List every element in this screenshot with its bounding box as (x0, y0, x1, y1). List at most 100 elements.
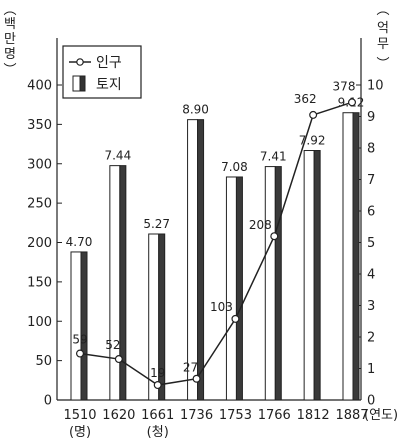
land-value-label: 8.90 (182, 103, 209, 117)
land-bar (303, 150, 321, 401)
left-unit-char: 만 (4, 32, 16, 47)
right-axis-unit-label: ︵ 억무 ︶ (376, 3, 389, 72)
population-value-label: 362 (294, 92, 317, 106)
x-tick-label: 1736 (180, 408, 213, 423)
population-value-label: 378 (333, 79, 356, 93)
right-tick-label: 2 (367, 331, 375, 346)
land-bar (225, 176, 243, 401)
left-tick-label: 350 (27, 118, 52, 133)
left-tick-label: 100 (27, 315, 52, 330)
land-bar-white (264, 166, 276, 401)
right-tick-label: 8 (367, 142, 375, 157)
left-tick-label: 200 (27, 236, 52, 251)
land-bar (109, 165, 127, 401)
left-tick-label: 300 (27, 157, 52, 172)
legend: 인구 토지 (62, 45, 142, 99)
land-bar-dark (158, 233, 166, 401)
legend-label-land: 토지 (96, 77, 122, 93)
population-point (192, 374, 201, 383)
right-unit-char: 억 (377, 21, 389, 36)
population-value-label: 59 (72, 333, 87, 347)
x-tick-label: 1766 (258, 408, 291, 423)
x-tick-label: 1812 (297, 408, 330, 423)
land-bar-dark (197, 119, 205, 401)
right-tick-label: 0 (367, 394, 375, 409)
x-tick-label: 1620 (102, 408, 135, 423)
land-bar-dark (235, 176, 243, 401)
right-axis-ticks: 0 1 2 3 4 5 6 7 8 9 10 (356, 79, 384, 409)
left-tick-label: 0 (44, 394, 52, 409)
land-bar-dark (352, 112, 360, 401)
population-value-label: 52 (105, 338, 120, 352)
land-bar-white (225, 176, 237, 401)
right-tick-label: 7 (367, 173, 375, 188)
left-tick-label: 400 (27, 79, 52, 94)
left-unit-paren-open: ︵ (3, 3, 16, 18)
left-axis-unit-label: ︵백만명︶ (3, 3, 16, 78)
land-value-label: 7.44 (104, 149, 131, 163)
legend-label-population: 인구 (96, 55, 122, 71)
right-unit-char: 무 (377, 37, 389, 52)
population-value-label: 19 (150, 366, 165, 380)
legend-bar-swatch-dark (79, 75, 86, 92)
population-point (75, 349, 84, 358)
legend-bar-swatch-white (72, 75, 81, 92)
land-bar-dark (313, 150, 321, 401)
right-tick-label: 4 (367, 268, 375, 283)
land-bar-white (342, 112, 354, 401)
right-tick-label: 9 (367, 110, 375, 125)
population-point (153, 381, 162, 390)
land-bar-dark (119, 165, 127, 401)
population-line-path (79, 101, 353, 386)
population-point (348, 98, 357, 107)
x-tick-sublabel: (청) (147, 425, 169, 440)
left-unit-char: 명 (4, 47, 16, 62)
left-tick-label: 250 (27, 197, 52, 212)
population-value-label: 208 (249, 218, 272, 232)
x-tick-sublabel: (명) (69, 425, 91, 440)
right-tick-label: 1 (367, 362, 375, 377)
population-value-label: 27 (183, 361, 198, 375)
right-tick-label: 3 (367, 299, 375, 314)
land-bars (70, 112, 360, 401)
land-bar (70, 251, 88, 401)
left-axis-ticks: 0 50 100 150 200 250 300 350 400 (27, 79, 62, 409)
left-unit-paren-close: ︶ (3, 63, 16, 78)
land-value-label: 5.27 (143, 217, 170, 231)
population-point (114, 355, 123, 364)
x-axis-tick-labels: 1510 (명) 1620 1661 (청) 1736 1753 1766 1812 1887 (63, 408, 368, 440)
population-point (270, 232, 279, 241)
right-tick-label: 10 (367, 79, 384, 94)
x-axis-unit-label: (연도) (364, 408, 398, 423)
population-line (75, 98, 357, 390)
right-unit-paren-close: ︶ (376, 57, 389, 72)
population-value-labels: 59 52 19 27 103 208 362 378 (72, 79, 355, 380)
left-tick-label: 150 (27, 275, 52, 290)
x-tick-label: 1661 (141, 408, 174, 423)
left-tick-label: 50 (35, 354, 52, 369)
land-bar (342, 112, 360, 401)
land-value-label: 7.41 (260, 150, 287, 164)
land-bar (148, 233, 166, 401)
x-tick-label: 1887 (335, 408, 368, 423)
land-bar-white (70, 251, 82, 401)
right-tick-label: 6 (367, 205, 375, 220)
population-point (231, 314, 240, 323)
left-unit-char: 백 (4, 17, 16, 32)
land-bar-white (187, 119, 199, 401)
right-unit-paren-open: ︵ (376, 3, 389, 18)
population-point (309, 110, 318, 119)
land-value-label: 7.08 (221, 160, 248, 174)
x-tick-label: 1510 (63, 408, 96, 423)
land-bar-white (109, 165, 121, 401)
population-value-label: 103 (210, 300, 233, 314)
land-value-labels: 4.707.445.278.907.087.417.929.12 (66, 96, 365, 249)
land-value-label: 4.70 (66, 235, 93, 249)
land-bar-dark (80, 251, 88, 401)
land-bar (264, 166, 282, 401)
land-bar (187, 119, 205, 401)
right-tick-label: 5 (367, 236, 375, 251)
x-tick-label: 1753 (219, 408, 252, 423)
land-bar-dark (274, 166, 282, 401)
